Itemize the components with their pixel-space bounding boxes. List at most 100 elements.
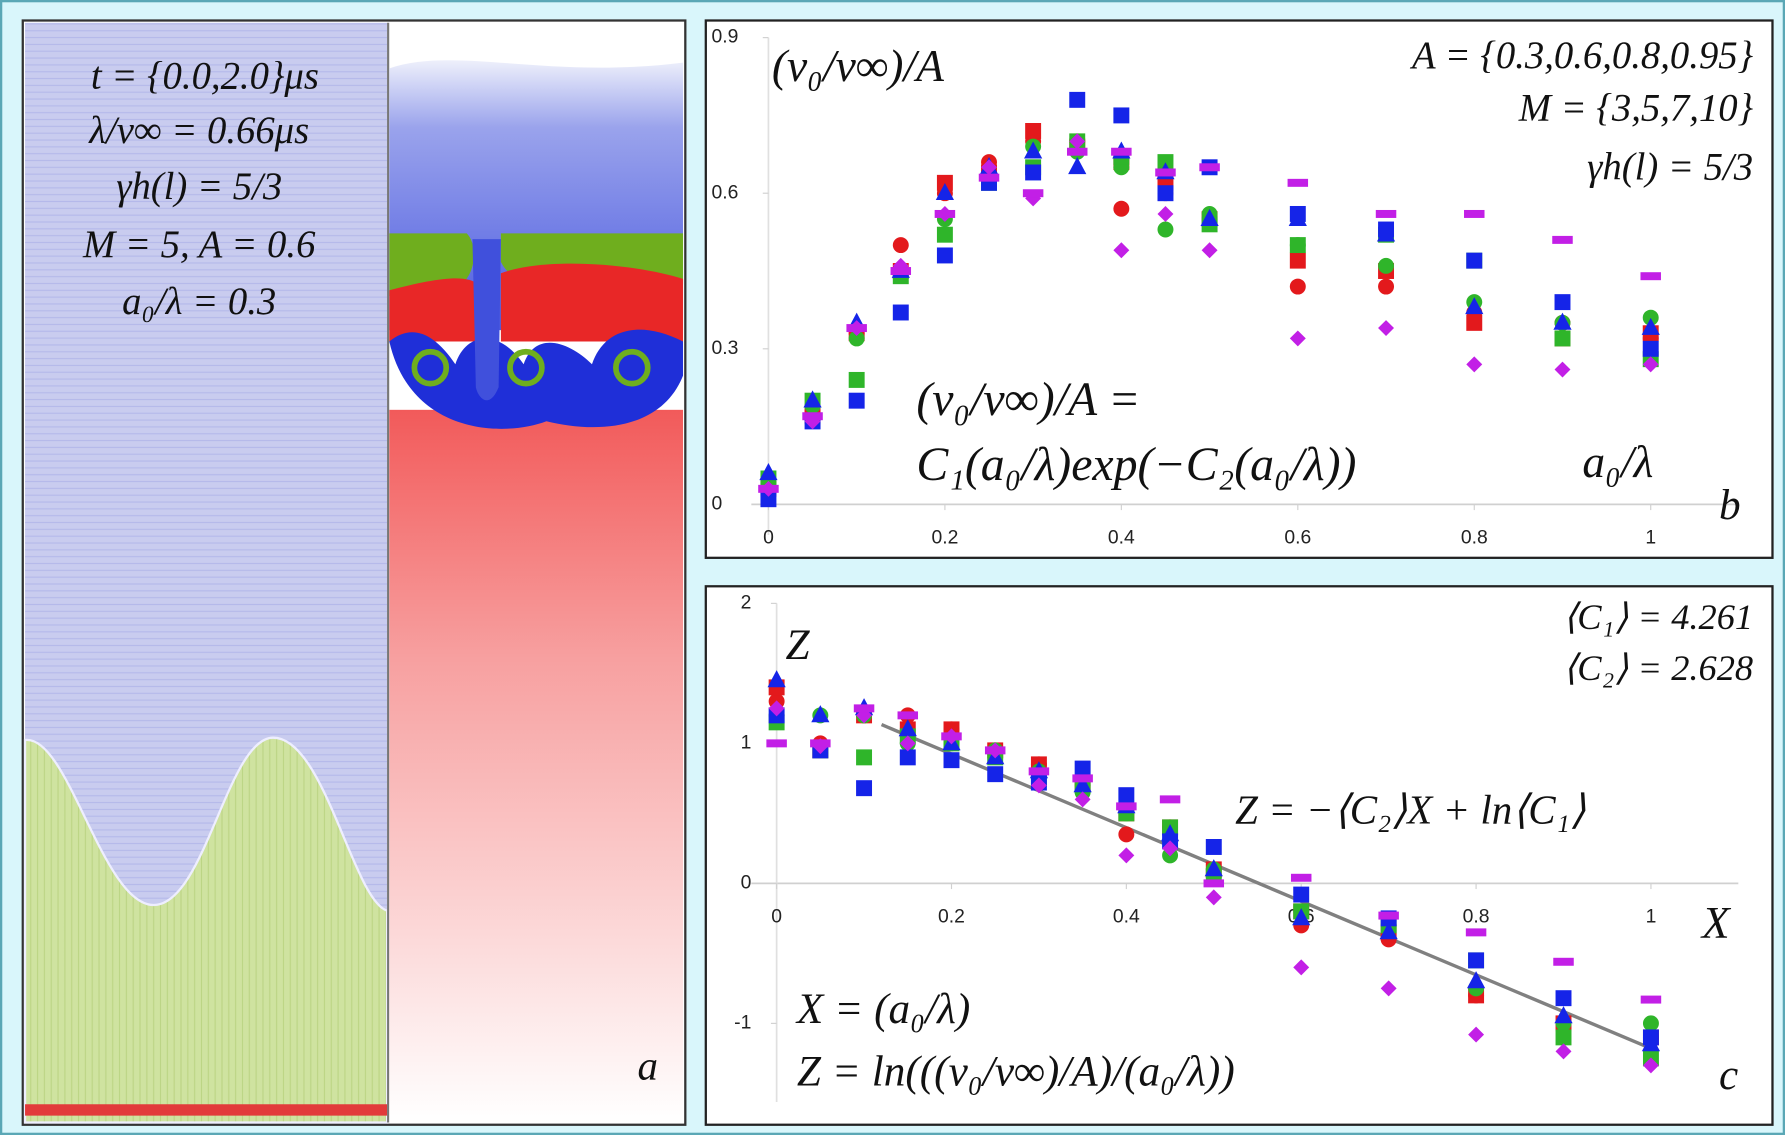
x-tick-label: 0.2 xyxy=(931,527,958,549)
point xyxy=(846,324,867,333)
x-tick-label: 0.4 xyxy=(1113,906,1140,928)
panel-label: c xyxy=(1719,1051,1738,1099)
point xyxy=(899,749,916,766)
point xyxy=(892,237,909,254)
spike xyxy=(389,263,684,342)
point xyxy=(1553,312,1572,330)
point xyxy=(1466,971,1486,989)
x-tick-label: 0 xyxy=(771,906,782,928)
point xyxy=(1200,208,1219,226)
charts: t = {0.0,2.0}μs λ/v∞ = 0.66μs γh(l) = 5/3 M… xyxy=(82,26,1754,1102)
point xyxy=(1293,959,1310,976)
point xyxy=(1554,1006,1573,1024)
point xyxy=(1073,775,1092,793)
point xyxy=(1157,221,1174,238)
point xyxy=(898,719,917,737)
x-tick-label: 1 xyxy=(1645,527,1656,549)
x-label: X xyxy=(1700,897,1732,948)
annotation: t = {0.0,2.0}μs xyxy=(91,56,319,98)
point xyxy=(1379,922,1398,940)
point xyxy=(811,705,830,723)
x-label: a₀/λ xyxy=(1582,436,1653,487)
point xyxy=(981,159,997,176)
point xyxy=(766,739,787,748)
annotation: X = (a₀/λ) xyxy=(795,985,970,1033)
x-tick-label: 0.2 xyxy=(938,906,965,928)
point xyxy=(1378,278,1395,295)
point xyxy=(1201,242,1218,259)
point xyxy=(936,247,953,264)
annotation: A = {0.3,0.6,0.8,0.95} xyxy=(1409,35,1754,77)
vortex xyxy=(411,348,450,387)
point xyxy=(1030,777,1047,794)
annotation: M = {3,5,7,10} xyxy=(1518,87,1754,129)
point xyxy=(987,766,1004,783)
point xyxy=(1162,840,1179,857)
point xyxy=(1554,361,1571,378)
point xyxy=(1025,164,1042,181)
point xyxy=(1066,147,1088,156)
heavy-fluid xyxy=(23,736,389,1124)
point xyxy=(1553,957,1574,966)
point xyxy=(1160,824,1180,842)
x-tick-label: 0.4 xyxy=(1108,527,1135,549)
annotation: γh(l) = 5/3 xyxy=(116,166,282,208)
point xyxy=(853,704,875,713)
point xyxy=(1113,200,1130,217)
y-tick-label: 0.6 xyxy=(711,181,738,203)
point xyxy=(1074,760,1091,777)
point xyxy=(1464,209,1485,218)
point xyxy=(1290,873,1312,882)
x-tick-label: 0.8 xyxy=(1461,527,1488,549)
boundary xyxy=(25,1104,388,1116)
point xyxy=(935,182,955,201)
point xyxy=(1642,1057,1659,1074)
y-tick-label: 0 xyxy=(711,493,722,515)
point xyxy=(758,484,779,493)
point xyxy=(1287,178,1309,187)
point xyxy=(1118,787,1135,804)
point xyxy=(1289,237,1306,254)
annotation: a₀/λ = 0.3 xyxy=(122,281,276,323)
y-tick-label: 0.9 xyxy=(711,26,738,48)
point xyxy=(1111,147,1132,156)
point xyxy=(1375,209,1397,218)
point xyxy=(1555,1043,1572,1060)
point xyxy=(1468,1026,1485,1043)
point xyxy=(1157,154,1174,171)
y-tick-label: 0 xyxy=(741,871,752,893)
point xyxy=(1289,278,1306,295)
point xyxy=(848,371,865,388)
x-tick-label: 0 xyxy=(763,527,774,549)
point xyxy=(803,390,822,408)
bubble-stem xyxy=(472,239,501,401)
point xyxy=(1378,911,1399,920)
point xyxy=(936,174,953,191)
point xyxy=(1074,791,1091,808)
point xyxy=(1641,317,1660,335)
point xyxy=(899,735,916,752)
point xyxy=(941,732,962,741)
point xyxy=(1640,272,1661,281)
point xyxy=(1642,356,1659,373)
point xyxy=(1466,314,1483,331)
point xyxy=(1205,839,1222,855)
panel-frame xyxy=(704,19,1774,559)
point xyxy=(1468,952,1485,969)
point xyxy=(1640,995,1662,1004)
point xyxy=(984,746,1006,755)
point xyxy=(768,700,785,717)
point xyxy=(1204,859,1223,877)
y-label: Z xyxy=(785,621,810,669)
point xyxy=(1028,767,1050,776)
y-tick-label: -1 xyxy=(734,1011,751,1033)
annotation: γh(l) = 5/3 xyxy=(1587,147,1753,189)
point xyxy=(1555,990,1572,1007)
point xyxy=(1069,91,1086,108)
point xyxy=(1155,168,1176,177)
vortex xyxy=(613,348,651,387)
point xyxy=(1025,123,1042,139)
point xyxy=(848,392,865,409)
point xyxy=(1157,205,1174,222)
